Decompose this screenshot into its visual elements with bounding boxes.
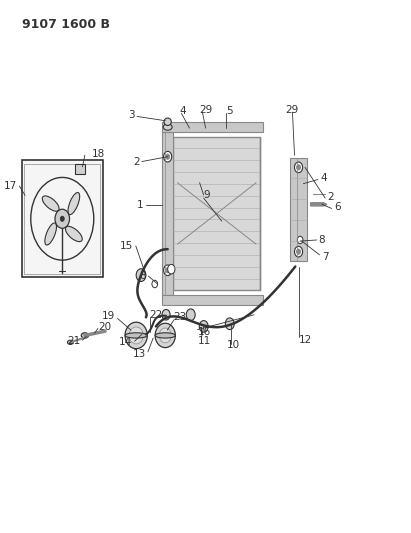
Circle shape [164, 265, 172, 276]
Circle shape [296, 249, 300, 254]
Circle shape [297, 236, 303, 244]
Ellipse shape [125, 322, 147, 349]
Ellipse shape [155, 333, 175, 338]
Ellipse shape [67, 340, 73, 344]
Text: 6: 6 [334, 203, 341, 213]
Text: 29: 29 [200, 104, 213, 115]
Text: 21: 21 [67, 336, 81, 346]
Circle shape [166, 268, 170, 273]
Bar [162, 122, 263, 132]
Circle shape [164, 151, 172, 162]
Text: 15: 15 [120, 241, 133, 251]
Bar [22, 160, 103, 277]
Ellipse shape [68, 192, 80, 215]
Bar [162, 295, 263, 305]
Text: 3: 3 [128, 110, 134, 120]
Circle shape [136, 269, 146, 281]
Text: 22: 22 [149, 310, 162, 320]
Bar [173, 136, 260, 290]
Circle shape [199, 320, 208, 332]
Text: 9: 9 [203, 190, 210, 200]
Text: 8: 8 [319, 235, 326, 245]
Text: 13: 13 [133, 349, 146, 359]
Circle shape [186, 309, 195, 320]
Circle shape [60, 216, 64, 221]
Bar [162, 132, 173, 295]
Text: 5: 5 [226, 106, 233, 116]
Text: 17: 17 [4, 181, 17, 191]
Ellipse shape [125, 333, 147, 338]
Text: 2: 2 [133, 157, 140, 166]
Text: 12: 12 [298, 335, 312, 345]
Text: 16: 16 [198, 327, 211, 337]
Circle shape [168, 264, 175, 274]
Circle shape [55, 209, 69, 228]
Circle shape [162, 310, 170, 320]
Ellipse shape [159, 328, 171, 343]
Ellipse shape [65, 227, 82, 241]
Text: 4: 4 [321, 173, 328, 183]
Text: 20: 20 [98, 322, 111, 332]
Text: 23: 23 [173, 312, 187, 322]
Circle shape [296, 165, 300, 170]
Bar [24, 164, 100, 274]
Ellipse shape [42, 196, 59, 211]
Ellipse shape [163, 124, 172, 130]
Text: 14: 14 [118, 337, 132, 348]
Bar [75, 164, 85, 174]
Text: 7: 7 [322, 252, 328, 262]
Ellipse shape [129, 327, 143, 344]
Text: 4: 4 [179, 106, 186, 116]
Ellipse shape [164, 118, 171, 125]
Text: 1: 1 [137, 200, 144, 211]
Ellipse shape [155, 323, 175, 348]
Circle shape [225, 318, 234, 329]
Circle shape [166, 154, 170, 159]
Bar [291, 158, 307, 261]
Circle shape [152, 280, 157, 288]
Text: 29: 29 [286, 104, 299, 115]
Text: 19: 19 [102, 311, 115, 321]
Circle shape [295, 162, 302, 173]
Text: 8: 8 [139, 271, 146, 281]
Text: 2: 2 [328, 192, 334, 202]
Ellipse shape [45, 223, 56, 245]
Circle shape [295, 246, 302, 257]
Ellipse shape [81, 333, 88, 338]
Text: 9107 1600 B: 9107 1600 B [22, 18, 110, 31]
Text: 18: 18 [91, 149, 104, 159]
Text: 11: 11 [198, 336, 211, 346]
Text: 10: 10 [227, 340, 240, 350]
FancyArrow shape [311, 203, 327, 206]
